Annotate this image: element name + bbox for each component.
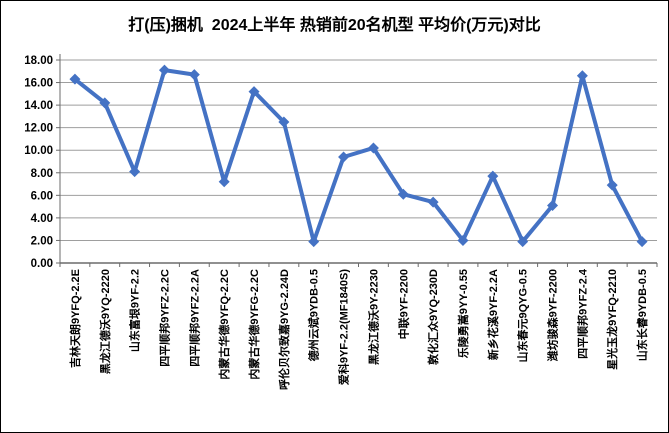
y-axis-label: 18.00 [24,55,53,67]
x-axis-label: 山东富垠9YF-2.2 [128,269,142,352]
data-point-marker [99,97,111,109]
x-axis-label: 呼伦贝尔致嘉9YG-2.24D [277,269,291,390]
y-axis-label: 14.00 [24,100,53,112]
data-point-marker [338,151,350,163]
data-point-marker [218,176,230,188]
x-axis-label: 敦化汇众9YQ-230D [426,269,440,365]
x-axis-label: 内蒙古华德9YFG-2.2C [247,269,261,380]
y-axis-label: 10.00 [24,145,53,157]
data-point-marker [278,116,290,128]
x-axis-label: 黑龙江德沃9Y-2230 [366,269,380,365]
x-axis-label: 星光玉龙9YFQ-2210 [605,269,619,370]
data-point-marker [427,196,439,208]
data-point-marker [517,236,529,248]
y-axis-label: 6.00 [31,190,53,202]
data-point-marker [158,64,170,76]
data-point-marker [188,69,200,81]
data-point-marker [248,86,260,98]
x-axis-label: 德州云斌9YDB-0.5 [307,269,321,362]
x-axis-label: 中联9YF-2200 [396,269,410,339]
x-axis-label: 四平顺邦9YFZ-2.4 [575,268,589,359]
y-axis-label: 8.00 [31,168,53,180]
data-point-marker [606,179,618,191]
data-point-marker [547,199,559,211]
data-point-marker [308,236,320,248]
data-point-marker [397,188,409,200]
data-point-marker [576,70,588,82]
x-axis-label: 爱科9YF-2.2(MF1840S) [337,269,351,385]
x-axis-label: 内蒙古华德9YFQ-2.2C [217,269,231,380]
y-axis-label: 0.00 [31,258,53,270]
data-point-marker [69,73,81,85]
data-point-marker [129,166,141,178]
x-axis-label: 吉林天朗9YFQ-2.2E [68,269,82,368]
x-axis-label: 四平顺邦9YFZ-2.2C [157,269,171,367]
chart-title: 打(压)捆机 2024上半年 热销前20名机型 平均价(万元)对比 [128,17,541,34]
data-point-marker [457,234,469,246]
data-point-marker [636,236,648,248]
y-axis-label: 2.00 [31,235,53,247]
y-axis-label: 12.00 [24,123,53,135]
x-axis-label: 新乡花溪9YF-2.2A [486,269,500,360]
y-axis-label: 4.00 [31,213,53,225]
x-axis-label: 四平顺邦9YFZ-2.2A [187,269,201,367]
x-axis-label: 山东长睿9YDB-0.5 [635,269,649,361]
data-point-marker [487,170,499,182]
x-axis-label: 潍坊骏森9YF-2200 [546,269,560,361]
price-line [72,68,645,244]
x-axis-label: 黑龙江德沃9YQ-2220 [98,269,112,374]
x-axis-label: 山东春元9QYG-0.5 [516,269,530,363]
x-axis-label: 乐陵勇嵩9YY-0.55 [456,269,470,358]
data-point-marker [367,142,379,154]
y-axis-label: 16.00 [24,78,53,90]
